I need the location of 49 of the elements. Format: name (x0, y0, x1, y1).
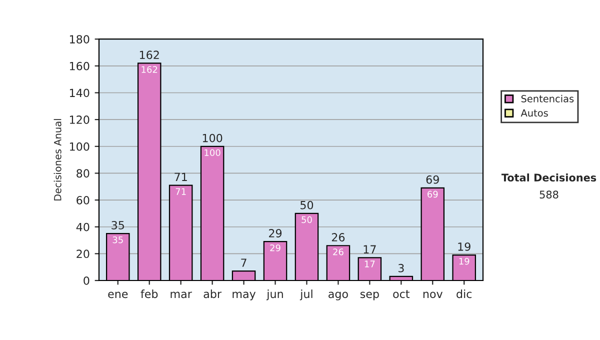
legend-label: Autos (520, 109, 548, 117)
total-label: 19 (458, 242, 470, 251)
total-label: 50 (300, 200, 314, 210)
data-label: 162 (142, 66, 158, 73)
y-tick-label: 100 (70, 142, 90, 151)
total-label: 17 (364, 245, 376, 254)
x-tick-label: nov (423, 292, 443, 298)
x-tick-label: feb (140, 290, 158, 298)
x-tick-label: jul (300, 290, 312, 300)
y-tick-label: 40 (76, 222, 90, 232)
y-tick-label: 60 (76, 196, 90, 204)
text: Total Decisiones (501, 173, 596, 182)
data-label: 35 (112, 236, 123, 244)
legend-label: Sentencias (521, 94, 574, 102)
y-tick-label: 140 (70, 88, 90, 98)
x-tick-label: ene (108, 292, 128, 298)
data-label: 17 (364, 260, 375, 268)
total-label: 162 (140, 50, 159, 60)
x-tick-label: mar (170, 292, 192, 298)
total-label: 100 (202, 134, 222, 142)
total-label: 26 (332, 233, 345, 242)
y-tick-label: 20 (76, 250, 90, 258)
data-label: 69 (428, 190, 438, 198)
x-tick-label: dic (456, 290, 472, 298)
x-tick-label: abr (204, 290, 222, 298)
y-axis-title: Decisiones Anual (54, 119, 62, 200)
y-tick-label: 180 (70, 35, 90, 44)
y-tick-label: 120 (70, 116, 90, 124)
total-label: 7 (241, 258, 246, 267)
x-tick-label: may (232, 292, 256, 300)
x-tick-label: ago (328, 292, 348, 300)
x-tick-label: sep (360, 292, 379, 300)
total-label: 3 (398, 264, 404, 272)
data-label: 29 (270, 244, 280, 252)
y-tick-label: 0 (84, 276, 90, 285)
data-label: 71 (176, 188, 186, 195)
data-label: 26 (333, 248, 344, 256)
text: 588 (540, 190, 558, 199)
data-label: 100 (204, 149, 220, 156)
data-label: 50 (302, 216, 312, 224)
total-label: 71 (174, 172, 187, 181)
total-label: 29 (269, 229, 282, 238)
y-tick-label: 80 (76, 169, 90, 178)
total-label: 35 (112, 220, 124, 230)
x-tick-label: jun (266, 290, 283, 300)
total-label: 69 (426, 175, 439, 184)
x-tick-label: oct (393, 290, 410, 298)
y-tick-label: 160 (70, 62, 90, 70)
data-label: 19 (459, 258, 470, 265)
